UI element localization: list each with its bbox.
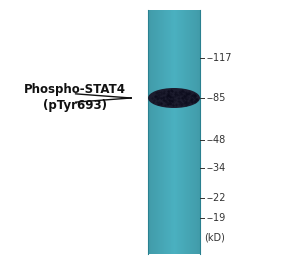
Bar	[149, 10, 150, 254]
Bar	[177, 10, 179, 254]
Bar	[148, 10, 149, 254]
Bar	[179, 10, 181, 254]
Bar	[187, 10, 188, 254]
Bar	[155, 10, 156, 254]
Text: --22: --22	[207, 193, 226, 203]
Bar	[194, 10, 195, 254]
Bar	[198, 10, 200, 254]
Text: --117: --117	[207, 53, 233, 63]
Bar	[180, 10, 181, 254]
Bar	[169, 10, 170, 254]
Bar	[172, 10, 174, 254]
Bar	[190, 10, 191, 254]
Text: --19: --19	[207, 213, 226, 223]
Bar	[167, 10, 168, 254]
Bar	[173, 10, 175, 254]
Bar	[198, 10, 199, 254]
Bar	[188, 10, 189, 254]
Bar	[151, 10, 153, 254]
Bar	[190, 10, 192, 254]
Bar	[157, 10, 158, 254]
Bar	[178, 10, 180, 254]
Bar	[159, 10, 161, 254]
Bar	[196, 10, 197, 254]
Bar	[196, 10, 198, 254]
Bar	[182, 10, 183, 254]
Bar	[158, 10, 159, 254]
Bar	[181, 10, 182, 254]
Bar	[154, 10, 155, 254]
Bar	[156, 10, 157, 254]
Text: Phospho-STAT4: Phospho-STAT4	[24, 82, 126, 96]
Bar	[166, 10, 168, 254]
Bar	[164, 10, 166, 254]
Bar	[170, 10, 171, 254]
Text: (kD): (kD)	[205, 233, 226, 243]
Bar	[195, 10, 196, 254]
Bar	[193, 10, 194, 254]
Text: --48: --48	[207, 135, 226, 145]
Bar	[168, 10, 169, 254]
Bar	[177, 10, 178, 254]
Bar	[161, 10, 162, 254]
Bar	[158, 10, 160, 254]
Bar	[191, 10, 193, 254]
Bar	[199, 10, 200, 254]
Bar	[160, 10, 162, 254]
Bar	[171, 10, 172, 254]
Bar	[183, 10, 184, 254]
Bar	[162, 10, 163, 254]
Bar	[192, 10, 194, 254]
Bar	[151, 10, 152, 254]
Bar	[186, 10, 188, 254]
Text: --85: --85	[207, 93, 226, 103]
Bar	[184, 10, 185, 254]
Bar	[171, 10, 173, 254]
Bar	[189, 10, 190, 254]
Ellipse shape	[148, 88, 200, 108]
Bar	[164, 10, 165, 254]
Bar	[150, 10, 151, 254]
Bar	[165, 10, 167, 254]
Text: (pTyr693): (pTyr693)	[43, 98, 107, 111]
Bar	[176, 10, 177, 254]
Bar	[175, 10, 176, 254]
Bar	[174, 10, 175, 254]
Bar	[152, 10, 154, 254]
Text: --34: --34	[207, 163, 226, 173]
Bar	[153, 10, 155, 254]
Bar	[185, 10, 186, 254]
Bar	[163, 10, 164, 254]
Bar	[185, 10, 186, 254]
